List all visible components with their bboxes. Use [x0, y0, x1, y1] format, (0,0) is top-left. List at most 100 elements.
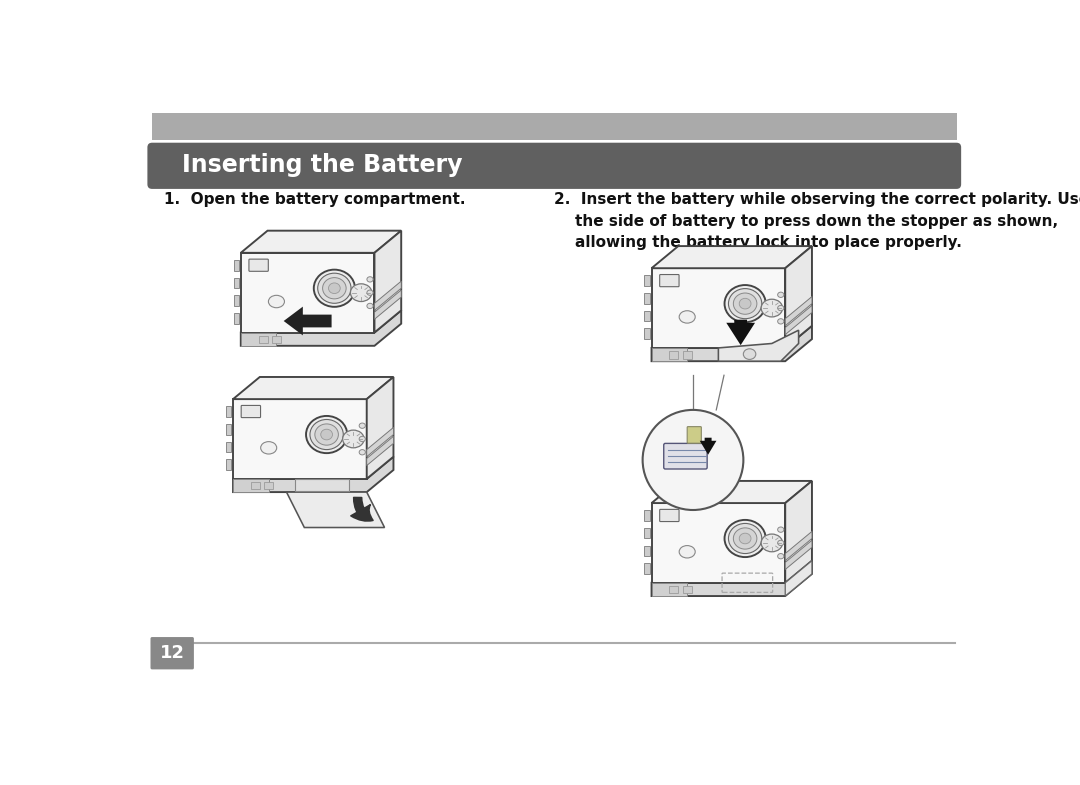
Ellipse shape: [778, 305, 784, 311]
Polygon shape: [367, 377, 393, 479]
Ellipse shape: [260, 442, 276, 454]
Polygon shape: [645, 546, 650, 557]
Ellipse shape: [733, 293, 757, 314]
Ellipse shape: [679, 311, 696, 323]
Ellipse shape: [743, 349, 756, 360]
Polygon shape: [785, 540, 812, 569]
Ellipse shape: [739, 298, 751, 309]
Polygon shape: [233, 278, 239, 288]
Polygon shape: [226, 424, 231, 435]
Polygon shape: [651, 560, 812, 596]
Ellipse shape: [269, 295, 284, 308]
Ellipse shape: [728, 289, 761, 319]
Polygon shape: [233, 377, 393, 399]
Polygon shape: [375, 290, 401, 319]
Polygon shape: [233, 295, 239, 306]
Polygon shape: [651, 348, 687, 361]
Polygon shape: [233, 457, 393, 492]
Ellipse shape: [367, 277, 373, 282]
Ellipse shape: [733, 528, 757, 549]
Polygon shape: [785, 297, 812, 326]
Text: Inserting the Battery: Inserting the Battery: [181, 153, 462, 177]
Polygon shape: [241, 231, 401, 253]
Polygon shape: [785, 246, 812, 348]
Polygon shape: [233, 399, 367, 479]
Ellipse shape: [321, 429, 333, 440]
FancyBboxPatch shape: [664, 444, 707, 469]
Text: 12: 12: [160, 644, 185, 663]
Polygon shape: [651, 582, 687, 596]
FancyBboxPatch shape: [147, 143, 961, 189]
FancyBboxPatch shape: [683, 586, 691, 593]
Ellipse shape: [315, 424, 338, 445]
FancyBboxPatch shape: [660, 275, 679, 287]
Text: 1.  Open the battery compartment.: 1. Open the battery compartment.: [164, 192, 465, 207]
Polygon shape: [241, 253, 375, 333]
Polygon shape: [367, 436, 393, 466]
Polygon shape: [233, 479, 269, 492]
FancyArrowPatch shape: [700, 438, 716, 455]
Polygon shape: [296, 479, 349, 491]
Ellipse shape: [342, 430, 364, 447]
Polygon shape: [367, 428, 393, 457]
FancyBboxPatch shape: [670, 586, 678, 593]
Polygon shape: [645, 564, 650, 574]
Polygon shape: [375, 231, 401, 333]
Ellipse shape: [310, 419, 343, 450]
Polygon shape: [718, 330, 798, 361]
Ellipse shape: [778, 540, 784, 546]
Polygon shape: [651, 246, 812, 268]
Polygon shape: [241, 333, 276, 346]
Ellipse shape: [323, 278, 346, 299]
Polygon shape: [226, 442, 231, 452]
Polygon shape: [651, 326, 812, 361]
Polygon shape: [651, 481, 812, 503]
Ellipse shape: [643, 410, 743, 510]
Ellipse shape: [328, 283, 340, 294]
FancyBboxPatch shape: [248, 259, 268, 272]
FancyBboxPatch shape: [670, 352, 678, 359]
Ellipse shape: [778, 553, 784, 559]
Polygon shape: [241, 310, 401, 346]
Ellipse shape: [778, 527, 784, 532]
Ellipse shape: [679, 546, 696, 558]
Polygon shape: [645, 510, 650, 520]
Polygon shape: [286, 492, 384, 528]
Ellipse shape: [739, 533, 751, 544]
FancyBboxPatch shape: [241, 405, 260, 418]
Ellipse shape: [360, 423, 365, 429]
Ellipse shape: [367, 303, 373, 309]
Ellipse shape: [314, 269, 355, 307]
Polygon shape: [226, 406, 231, 417]
FancyBboxPatch shape: [251, 482, 260, 489]
Polygon shape: [651, 268, 785, 348]
Polygon shape: [645, 293, 650, 304]
Polygon shape: [785, 305, 812, 334]
Ellipse shape: [367, 290, 373, 295]
FancyBboxPatch shape: [150, 637, 194, 670]
FancyBboxPatch shape: [660, 509, 679, 521]
Polygon shape: [785, 560, 812, 596]
Ellipse shape: [306, 416, 347, 453]
Ellipse shape: [360, 436, 365, 442]
Polygon shape: [645, 311, 650, 321]
Polygon shape: [645, 328, 650, 339]
FancyBboxPatch shape: [683, 352, 691, 359]
Ellipse shape: [761, 299, 783, 317]
Ellipse shape: [360, 450, 365, 455]
Polygon shape: [785, 531, 812, 560]
Ellipse shape: [778, 292, 784, 298]
FancyBboxPatch shape: [265, 482, 273, 489]
Polygon shape: [233, 260, 239, 271]
Ellipse shape: [318, 273, 351, 303]
Polygon shape: [645, 528, 650, 539]
FancyBboxPatch shape: [272, 336, 281, 343]
Polygon shape: [226, 459, 231, 470]
Ellipse shape: [761, 534, 783, 552]
FancyBboxPatch shape: [258, 336, 268, 343]
Ellipse shape: [350, 284, 372, 301]
Ellipse shape: [778, 319, 784, 324]
Ellipse shape: [728, 524, 761, 553]
Polygon shape: [375, 281, 401, 310]
FancyArrowPatch shape: [726, 319, 755, 345]
